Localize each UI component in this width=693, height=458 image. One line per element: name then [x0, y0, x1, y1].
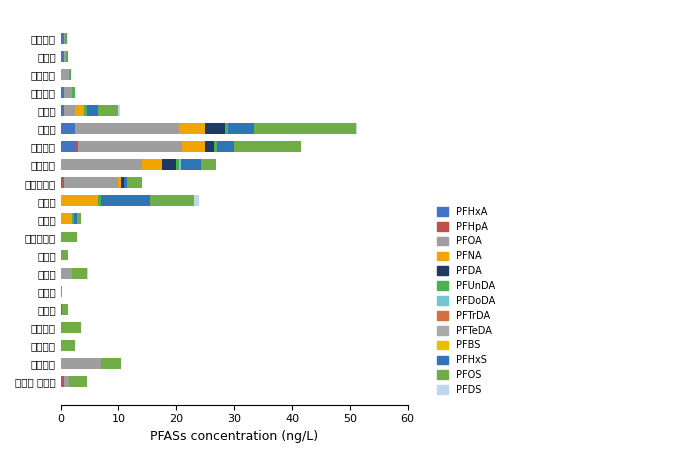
Bar: [101, 196, 150, 206]
Bar: [217, 141, 234, 152]
Bar: [60, 69, 69, 80]
Bar: [62, 304, 68, 315]
X-axis label: PFASs concentration (ng/L): PFASs concentration (ng/L): [150, 430, 318, 443]
Legend: PFHxA, PFHpA, PFOA, PFNA, PFDA, PFUnDA, PFDoDA, PFTrDA, PFTeDA, PFBS, PFHxS, PFO: PFHxA, PFHpA, PFOA, PFNA, PFDA, PFUnDA, …: [432, 202, 500, 400]
Bar: [214, 141, 217, 152]
Bar: [72, 87, 75, 98]
Bar: [254, 123, 356, 134]
Bar: [64, 105, 75, 116]
Bar: [201, 159, 216, 170]
Bar: [229, 123, 254, 134]
Bar: [60, 105, 64, 116]
Bar: [60, 177, 64, 188]
Bar: [60, 376, 64, 387]
Bar: [60, 358, 101, 369]
Bar: [179, 123, 205, 134]
Bar: [60, 87, 64, 98]
Bar: [72, 268, 87, 278]
Bar: [101, 358, 121, 369]
Bar: [119, 105, 120, 116]
Bar: [64, 33, 65, 44]
Bar: [60, 123, 75, 134]
Bar: [72, 213, 74, 224]
Bar: [60, 340, 75, 351]
Bar: [60, 268, 72, 278]
Bar: [67, 51, 68, 62]
Bar: [179, 159, 181, 170]
Bar: [60, 250, 68, 261]
Bar: [60, 322, 81, 333]
Bar: [87, 268, 89, 278]
Bar: [69, 376, 87, 387]
Bar: [60, 196, 98, 206]
Bar: [124, 177, 127, 188]
Bar: [60, 141, 75, 152]
Bar: [181, 159, 201, 170]
Bar: [60, 286, 62, 297]
Bar: [75, 141, 78, 152]
Bar: [205, 123, 225, 134]
Bar: [234, 141, 301, 152]
Bar: [75, 105, 84, 116]
Bar: [74, 213, 77, 224]
Bar: [75, 123, 179, 134]
Bar: [356, 123, 358, 134]
Bar: [60, 51, 64, 62]
Bar: [60, 232, 77, 242]
Bar: [60, 213, 72, 224]
Bar: [141, 159, 162, 170]
Bar: [60, 33, 64, 44]
Bar: [64, 177, 119, 188]
Bar: [60, 159, 141, 170]
Bar: [127, 177, 141, 188]
Bar: [98, 105, 119, 116]
Bar: [78, 141, 182, 152]
Bar: [77, 213, 82, 224]
Bar: [205, 141, 214, 152]
Bar: [64, 87, 72, 98]
Bar: [64, 51, 67, 62]
Bar: [150, 196, 193, 206]
Bar: [121, 177, 124, 188]
Bar: [84, 105, 87, 116]
Bar: [98, 196, 101, 206]
Bar: [64, 376, 69, 387]
Bar: [182, 141, 205, 152]
Bar: [119, 177, 121, 188]
Bar: [69, 69, 71, 80]
Bar: [176, 159, 179, 170]
Bar: [60, 304, 62, 315]
Bar: [65, 33, 67, 44]
Bar: [225, 123, 229, 134]
Bar: [193, 196, 200, 206]
Bar: [162, 159, 176, 170]
Bar: [87, 105, 98, 116]
